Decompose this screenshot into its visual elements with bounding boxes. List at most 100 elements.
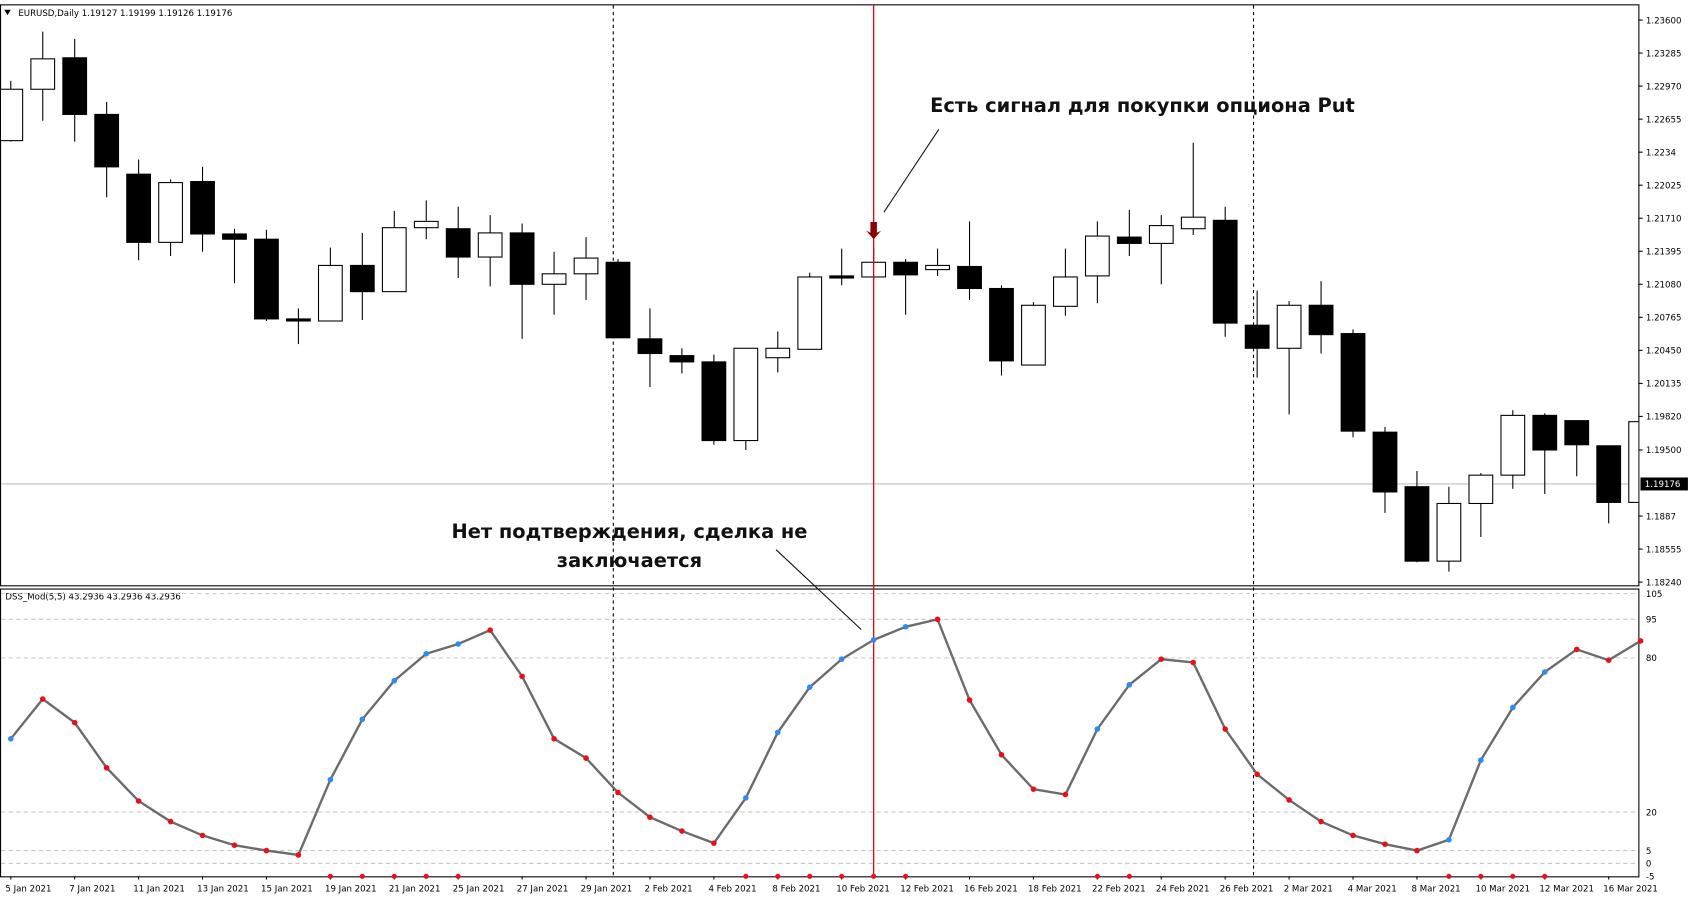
y-tick-label: 1.20765 [1646, 314, 1682, 324]
signal-dot [1510, 873, 1516, 879]
signal-dot [839, 873, 845, 879]
x-tick-label: 12 Mar 2021 [1539, 884, 1594, 894]
indicator-point [391, 677, 398, 684]
candle-body [1564, 420, 1590, 446]
indicator-point [327, 776, 334, 783]
x-tick-label: 26 Feb 2021 [1220, 884, 1274, 894]
indicator-point [1541, 669, 1548, 675]
x-tick-label: 24 Feb 2021 [1156, 884, 1210, 894]
candle-body [190, 180, 215, 235]
x-tick-label: 16 Mar 2021 [1603, 884, 1658, 894]
indicator-point [1605, 657, 1612, 663]
y-tick-label: 1.18555 [1646, 545, 1682, 555]
indicator-point [519, 673, 525, 680]
indicator-point [1286, 797, 1292, 803]
y-tick-label: 1.20450 [1646, 347, 1682, 357]
candles [1, 31, 1639, 572]
annotation-leader [775, 549, 862, 630]
indicator-point [870, 637, 877, 643]
current-price-label: 1.19176 [1645, 480, 1681, 490]
candle-body [1372, 431, 1398, 493]
indicator-point [39, 696, 46, 702]
signal-dot [359, 873, 365, 879]
menu-triangle[interactable] [4, 9, 11, 16]
candle-body [1244, 324, 1270, 349]
chart-header: EURUSD,Daily 1.19127 1.19199 1.19126 1.1… [18, 9, 232, 19]
candle-body [733, 347, 759, 442]
y-tick-label: 1.21080 [1646, 281, 1682, 291]
candle-body [349, 264, 375, 293]
indicator-point [934, 616, 941, 623]
candle-body [1116, 236, 1142, 244]
indicator-point [1637, 638, 1644, 644]
candle-body [701, 361, 727, 442]
y-tick-label: 1.23285 [1646, 49, 1682, 59]
indicator-point [966, 697, 973, 703]
candle-body [989, 287, 1014, 362]
candle-body [1276, 304, 1302, 349]
indicator-point [103, 765, 110, 771]
y-tick-label: 1.19500 [1646, 446, 1682, 456]
current-price-box [1640, 477, 1688, 491]
y-tick-label: -5 [1646, 873, 1655, 883]
candle-body [1500, 414, 1526, 476]
y-tick-label: 20 [1646, 808, 1657, 818]
indicator-point [359, 716, 366, 723]
indicator-panel [0, 588, 1640, 878]
y-tick-label: 1.2234 [1646, 148, 1676, 158]
x-tick-label: 18 Feb 2021 [1028, 884, 1082, 894]
indicator-point [231, 842, 238, 848]
y-tick-label: 1.22025 [1646, 181, 1682, 191]
indicator-line [9, 617, 1642, 857]
candle-body [765, 347, 791, 359]
annotation-leader [883, 129, 940, 213]
x-tick-label: 4 Mar 2021 [1348, 884, 1397, 894]
x-tick-label: 8 Feb 2021 [772, 884, 820, 894]
indicator-point [1382, 841, 1388, 847]
candle-body [62, 57, 88, 115]
indicator-point [998, 751, 1005, 758]
candle-body [126, 173, 152, 243]
signal-dot [775, 873, 781, 879]
indicator-point [1350, 832, 1356, 839]
signal-dot [1446, 873, 1452, 879]
indicator-point [1446, 836, 1452, 843]
candle-body [1532, 414, 1558, 451]
indicator-point [1158, 656, 1165, 662]
y-tick-label: 1.1887 [1646, 512, 1676, 522]
annotation: Есть сигнал для покупки опциона Put [930, 94, 1355, 117]
candle-body [413, 220, 439, 229]
indicator-point [1094, 726, 1101, 732]
candle-body [637, 338, 663, 355]
candle-body [317, 264, 343, 322]
indicator-point [902, 623, 909, 630]
signal-dot [455, 873, 461, 879]
candle-body [158, 182, 183, 243]
signal-dot [391, 873, 397, 879]
x-tick-label: 7 Jan 2021 [69, 884, 115, 894]
main-panel [0, 4, 1640, 587]
signal-dot [871, 873, 877, 879]
candle-body [94, 113, 120, 168]
indicator-point [1573, 646, 1580, 653]
y-tick-label: 1.21395 [1646, 248, 1682, 258]
indicator-point [679, 828, 685, 834]
candle-body [925, 264, 950, 271]
indicator-point [1222, 726, 1228, 732]
candle-body [1308, 304, 1334, 336]
signal-dot [1094, 873, 1100, 879]
candle-body [1180, 216, 1206, 230]
indicator-point [551, 736, 557, 742]
candle-body [254, 238, 279, 320]
candle-body [30, 58, 56, 90]
signal-dot [327, 873, 333, 879]
plot-layer: 1.23600 1.23285 1.22970 1.22655 1.2234 1.2202… [1, 5, 1688, 894]
indicator-point [583, 755, 589, 761]
candle-body [797, 276, 823, 350]
candle-body [957, 265, 982, 290]
signal-dot [1478, 873, 1484, 879]
y-tick-label: 80 [1646, 654, 1657, 664]
indicator-point [743, 795, 749, 801]
candle-body [669, 355, 695, 363]
indicator-point [167, 818, 174, 825]
